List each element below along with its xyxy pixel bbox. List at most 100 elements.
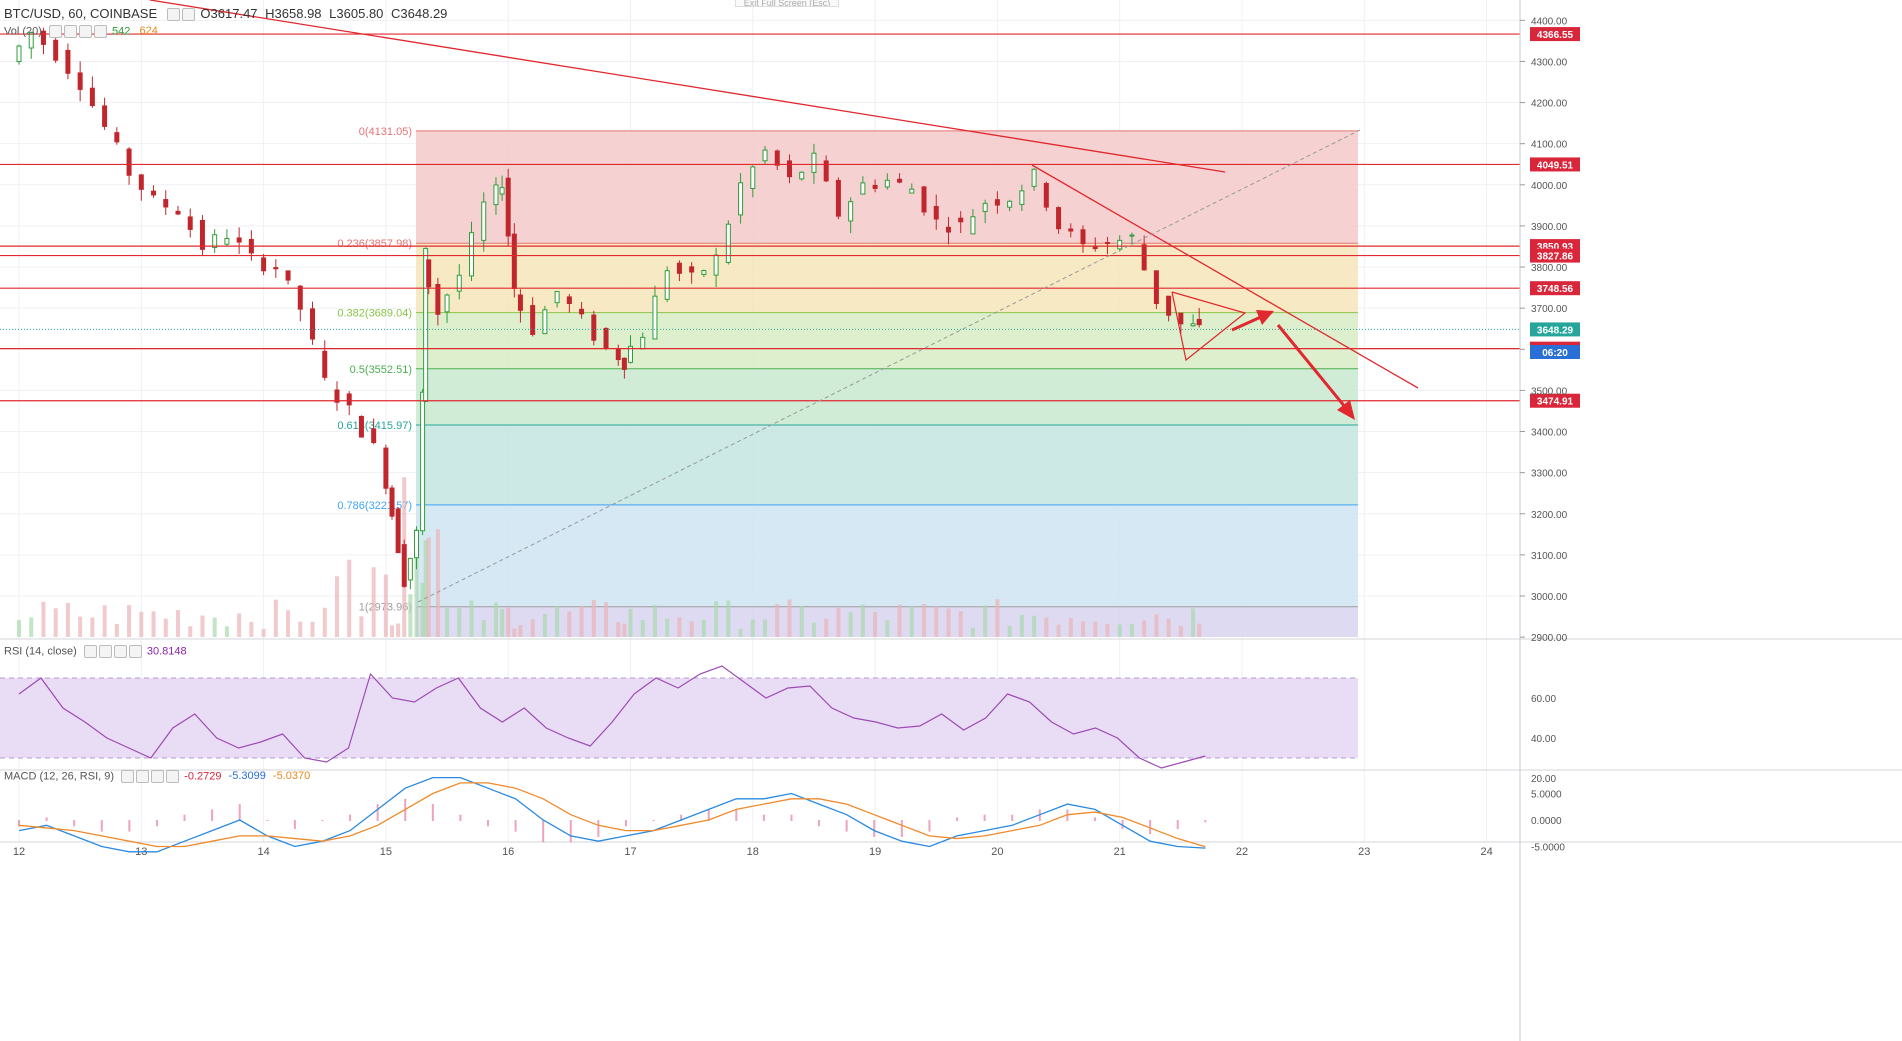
fib-level-label: 0.5(3552.51) — [350, 364, 412, 376]
volume-eye-icon[interactable] — [48, 25, 62, 38]
volume-bar — [90, 617, 95, 637]
macd-tick-label: 0.0000 — [1531, 816, 1562, 827]
volume-bar — [1117, 624, 1122, 637]
volume-bar — [17, 619, 21, 637]
macd-add-icon[interactable] — [151, 770, 165, 783]
candle-body — [884, 179, 890, 188]
volume-bar — [970, 627, 975, 637]
volume-bar — [689, 621, 694, 637]
volume-bar — [1081, 621, 1086, 637]
macd-histogram-bar — [983, 814, 986, 821]
macd-histogram-bar — [1093, 817, 1096, 821]
rsi-settings-icon[interactable] — [98, 645, 112, 658]
candle-body — [236, 237, 242, 243]
horizontal-levels[interactable]: 4366.554049.513850.933827.863748.563601.… — [0, 27, 1580, 408]
candle-body — [187, 216, 193, 230]
macd-histogram-bar — [735, 809, 738, 821]
open-value: 3617.47 — [210, 6, 258, 21]
symbol-title[interactable]: BTC/USD, 60, COINBASE — [4, 6, 158, 21]
macd-histogram-bar — [349, 814, 352, 821]
axes: 2900.00 3000.00 3100.00 3200.00 3300.00 3400.… — [13, 0, 1580, 1041]
volume-bar — [481, 619, 486, 637]
candle-body — [1056, 207, 1062, 230]
candle-body — [603, 327, 609, 349]
candle-body — [114, 132, 120, 143]
candle-body — [1068, 228, 1074, 232]
volume-bar — [371, 567, 376, 637]
macd-close-icon[interactable] — [166, 770, 180, 783]
macd-histogram-bar — [790, 814, 793, 821]
level-price-tag — [1530, 27, 1580, 42]
volume-bar — [824, 618, 829, 637]
volume-bar — [1197, 623, 1202, 637]
volume-bar — [1044, 617, 1049, 637]
candle-body — [481, 201, 487, 241]
volume-value-2: 624 — [139, 25, 158, 38]
candle-body — [774, 150, 780, 166]
volume-bar — [909, 606, 914, 637]
volume-label: Vol (20) — [4, 25, 42, 38]
volume-value-1: 542 — [112, 25, 131, 38]
macd-eye-icon[interactable] — [121, 770, 135, 783]
macd-value-2: -5.3099 — [228, 770, 266, 783]
candle-body — [401, 544, 407, 587]
candle-body — [1117, 239, 1123, 250]
volume-bar — [873, 612, 878, 637]
volume-close-icon[interactable] — [93, 25, 107, 38]
y-tick-label: 3200.00 — [1531, 510, 1568, 521]
fib-zone — [416, 243, 1358, 313]
candle-body — [65, 49, 71, 74]
candle-body — [199, 219, 205, 250]
level-price-tag — [1530, 393, 1580, 408]
macd-histogram-bar — [487, 820, 490, 827]
rsi-band — [0, 678, 1358, 758]
rsi-add-icon[interactable] — [113, 645, 127, 658]
macd-histogram-bar — [1011, 814, 1014, 821]
volume-bar — [836, 607, 841, 637]
candle-body — [1019, 190, 1025, 205]
candle-body — [640, 336, 646, 350]
volume-bar — [212, 617, 217, 637]
header-eye-icon[interactable] — [166, 8, 180, 22]
trendline-drawings[interactable] — [149, 0, 1419, 603]
macd-histogram-bar — [211, 809, 214, 821]
candle-body — [499, 187, 505, 195]
x-tick-label: 20 — [991, 846, 1003, 858]
macd-histogram-bar — [155, 820, 158, 827]
volume-bar — [640, 620, 645, 637]
volume-settings-icon[interactable] — [63, 25, 77, 38]
candle-body — [493, 184, 499, 206]
x-tick-label: 12 — [13, 846, 25, 858]
rsi-close-icon[interactable] — [128, 645, 142, 658]
level-price-tag — [1530, 157, 1580, 172]
macd-histogram-bar — [845, 820, 848, 832]
macd-histogram-bar — [18, 820, 20, 827]
candle-body — [921, 186, 927, 213]
volume-bar — [383, 574, 388, 637]
candle-body — [1190, 323, 1196, 327]
fib-zone — [416, 424, 1358, 505]
level-price-label: 4049.51 — [1537, 160, 1574, 171]
volume-bar — [799, 606, 804, 637]
volume-bar — [224, 626, 229, 637]
header-settings-icon[interactable] — [181, 8, 195, 22]
candle-body — [389, 487, 395, 517]
volume-bar — [811, 622, 816, 637]
candle-body — [163, 199, 169, 208]
volume-bar — [347, 559, 352, 637]
macd-settings-icon[interactable] — [136, 770, 150, 783]
volume-bar — [885, 620, 890, 637]
candle-body — [676, 262, 682, 274]
candle-body — [823, 160, 829, 182]
candle-body — [750, 166, 756, 189]
rsi-eye-icon[interactable] — [83, 645, 97, 658]
fibonacci-retracement[interactable]: 0(4131.05) 0.236(3857.98) 0.382(3689.04) 0.… — [337, 126, 1358, 637]
fib-level-label: 0(4131.05) — [359, 126, 412, 138]
volume-add-icon[interactable] — [78, 25, 92, 38]
fullscreen-hint[interactable]: Exit Full Screen (Esc) — [735, 0, 839, 7]
candle-body — [628, 345, 633, 363]
candle-body — [77, 72, 83, 90]
volume-bar — [273, 599, 278, 637]
volume-bar — [249, 621, 254, 637]
